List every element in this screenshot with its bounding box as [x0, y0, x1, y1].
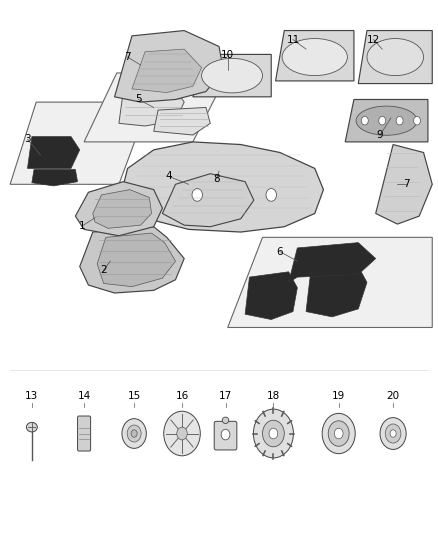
Circle shape [262, 420, 284, 447]
Polygon shape [193, 54, 271, 97]
Text: 2: 2 [100, 265, 107, 275]
Text: 18: 18 [267, 391, 280, 401]
Circle shape [385, 424, 401, 443]
FancyBboxPatch shape [78, 416, 91, 451]
Text: 13: 13 [25, 391, 39, 401]
Polygon shape [28, 136, 80, 168]
Text: 14: 14 [78, 391, 91, 401]
Text: 9: 9 [377, 130, 383, 140]
Polygon shape [345, 100, 428, 142]
Polygon shape [119, 142, 323, 232]
Text: 7: 7 [403, 179, 410, 189]
Text: 7: 7 [124, 52, 131, 62]
Polygon shape [276, 30, 354, 81]
Circle shape [164, 411, 200, 456]
Polygon shape [245, 272, 297, 319]
Circle shape [122, 419, 146, 448]
Ellipse shape [201, 59, 262, 93]
Ellipse shape [367, 38, 424, 76]
Text: 5: 5 [135, 94, 142, 104]
Ellipse shape [26, 422, 37, 432]
Polygon shape [289, 243, 376, 282]
Circle shape [253, 409, 293, 458]
Text: 10: 10 [221, 51, 234, 60]
Circle shape [334, 428, 343, 439]
Circle shape [177, 427, 187, 440]
Ellipse shape [222, 417, 229, 423]
Text: 20: 20 [386, 391, 399, 401]
Polygon shape [376, 144, 432, 224]
Polygon shape [75, 182, 162, 236]
Polygon shape [358, 30, 432, 84]
Ellipse shape [282, 38, 347, 76]
Circle shape [221, 429, 230, 440]
Circle shape [328, 421, 349, 446]
Circle shape [379, 116, 386, 125]
Polygon shape [32, 169, 78, 186]
Text: 6: 6 [277, 247, 283, 257]
Polygon shape [84, 73, 228, 142]
Text: 4: 4 [166, 172, 172, 181]
Circle shape [127, 425, 141, 442]
Polygon shape [80, 227, 184, 293]
Polygon shape [306, 266, 367, 317]
Ellipse shape [356, 106, 417, 135]
Text: 15: 15 [127, 391, 141, 401]
Text: 8: 8 [213, 174, 220, 184]
Circle shape [396, 116, 403, 125]
Circle shape [131, 430, 137, 437]
Circle shape [269, 428, 278, 439]
Text: 17: 17 [219, 391, 232, 401]
Polygon shape [93, 190, 152, 228]
Text: 19: 19 [332, 391, 345, 401]
Text: 1: 1 [78, 221, 85, 231]
Polygon shape [154, 108, 210, 135]
Text: 16: 16 [175, 391, 189, 401]
Circle shape [322, 414, 355, 454]
Text: 11: 11 [286, 35, 300, 45]
Circle shape [390, 430, 396, 437]
FancyBboxPatch shape [214, 421, 237, 450]
Text: 3: 3 [24, 134, 31, 144]
Polygon shape [228, 237, 432, 327]
Circle shape [361, 116, 368, 125]
Circle shape [266, 189, 276, 201]
Polygon shape [162, 174, 254, 227]
Polygon shape [119, 89, 184, 126]
Polygon shape [10, 102, 149, 184]
Polygon shape [132, 49, 201, 93]
Circle shape [380, 418, 406, 449]
Circle shape [192, 189, 202, 201]
Polygon shape [115, 30, 223, 102]
Text: 12: 12 [367, 35, 380, 45]
Polygon shape [97, 233, 176, 287]
Circle shape [413, 116, 420, 125]
